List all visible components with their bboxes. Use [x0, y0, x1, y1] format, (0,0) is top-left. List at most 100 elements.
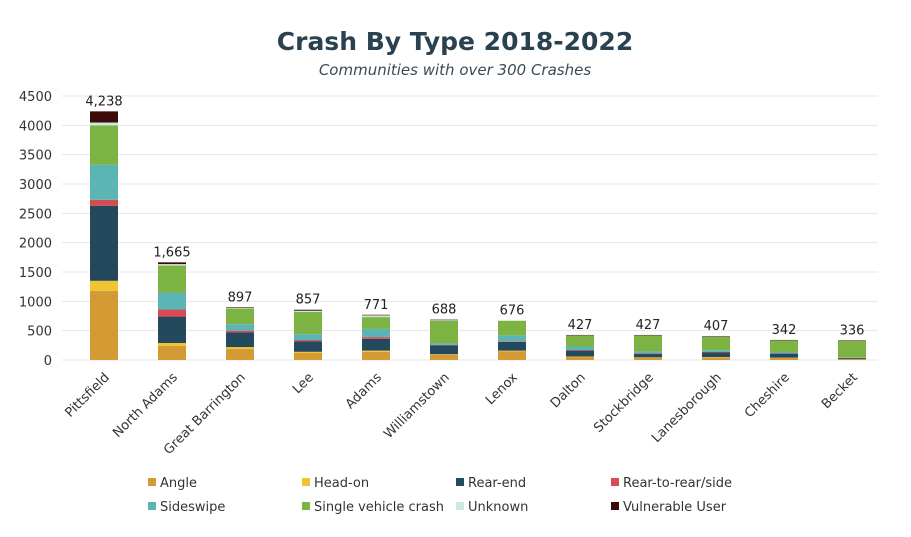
bar-segment-head-on	[158, 342, 186, 346]
bar-group-stockbridge: 427	[634, 318, 662, 360]
total-label: 676	[500, 303, 525, 318]
bar-segment-rear-to-rear-side	[158, 309, 186, 317]
total-label: 688	[432, 303, 457, 318]
bar-segment-single-vehicle-crash	[430, 320, 458, 344]
bar-segment-unknown	[838, 340, 866, 342]
bar-segment-head-on	[90, 280, 118, 291]
bar-group-lee: 857	[294, 293, 322, 360]
bar-group-pittsfield: 4,238	[85, 94, 123, 360]
x-tick-label: Lenox	[483, 370, 521, 408]
legend-label: Rear-to-rear/side	[623, 476, 732, 491]
bar-segment-rear-to-rear-side	[634, 353, 662, 355]
y-tick-label: 500	[27, 325, 52, 340]
legend-item: Unknown	[456, 500, 528, 515]
legend-item: Rear-to-rear/side	[611, 476, 732, 491]
bar-segment-unknown	[634, 335, 662, 336]
bar-segment-rear-end	[430, 345, 458, 355]
bar-segment-single-vehicle-crash	[634, 335, 662, 352]
bar-segment-unknown	[90, 122, 118, 126]
bar-segment-rear-to-rear-side	[430, 344, 458, 346]
bar-group-north-adams: 1,665	[153, 245, 191, 360]
bar-group-becket: 336	[838, 323, 866, 360]
bar-group-dalton: 427	[566, 318, 594, 360]
bar-segment-unknown	[702, 336, 730, 337]
bar-segment-unknown	[430, 320, 458, 321]
bar-segment-rear-end	[226, 332, 254, 348]
bar-segment-angle	[226, 348, 254, 360]
y-tick-label: 1000	[19, 295, 52, 310]
bar-segment-rear-to-rear-side	[566, 350, 594, 351]
x-tick-label: Williamstown	[381, 370, 453, 442]
y-tick-label: 2000	[19, 237, 52, 252]
legend-label: Angle	[160, 476, 197, 491]
bar-segment-rear-end	[90, 205, 118, 281]
total-label: 1,665	[153, 245, 190, 260]
bar-segment-single-vehicle-crash	[838, 340, 866, 358]
y-tick-label: 4000	[19, 119, 52, 134]
bar-segment-sideswipe	[90, 164, 118, 200]
chart-title: Crash By Type 2018-2022	[277, 27, 633, 56]
bar-segment-vulnerable-user	[362, 314, 390, 316]
legend-swatch	[148, 478, 156, 486]
bar-segment-unknown	[770, 340, 798, 341]
bar-segment-angle	[158, 345, 186, 360]
total-label: 407	[704, 319, 729, 334]
bar-segment-single-vehicle-crash	[158, 265, 186, 293]
bar-segment-vulnerable-user	[770, 339, 798, 341]
legend-swatch	[611, 502, 619, 510]
bar-segment-sideswipe	[838, 357, 866, 358]
bar-segment-head-on	[838, 359, 866, 360]
bar-segment-single-vehicle-crash	[566, 335, 594, 347]
bar-segment-unknown	[566, 335, 594, 336]
bar-segment-vulnerable-user	[90, 111, 118, 123]
bar-segment-rear-end	[838, 358, 866, 360]
bar-segment-unknown	[362, 315, 390, 318]
total-label: 897	[228, 290, 253, 305]
legend-item: Vulnerable User	[611, 500, 727, 515]
bar-segment-head-on	[634, 357, 662, 358]
bar-segment-unknown	[226, 307, 254, 309]
total-label: 771	[364, 298, 389, 313]
bar-segment-single-vehicle-crash	[498, 320, 526, 336]
bar-segment-angle	[294, 352, 322, 360]
bars: 4,238 1,665 897 857 771 688 676 427 427 407 342 336	[85, 94, 866, 360]
bar-segment-unknown	[158, 264, 186, 266]
bar-segment-rear-to-rear-side	[362, 337, 390, 339]
bar-segment-sideswipe	[498, 335, 526, 342]
bar-segment-angle	[566, 357, 594, 360]
bar-segment-rear-end	[294, 341, 322, 352]
y-tick-label: 0	[44, 354, 52, 369]
legend-item: Rear-end	[456, 476, 526, 491]
bar-segment-angle	[770, 357, 798, 360]
bar-segment-unknown	[498, 320, 526, 321]
bar-segment-rear-to-rear-side	[294, 340, 322, 342]
bar-segment-angle	[362, 351, 390, 360]
bar-segment-single-vehicle-crash	[294, 311, 322, 335]
x-tick-label: Pittsfield	[62, 370, 112, 420]
bar-segment-head-on	[430, 354, 458, 355]
x-tick-label: Cheshire	[742, 370, 793, 421]
bar-group-cheshire: 342	[770, 323, 798, 360]
bar-segment-vulnerable-user	[226, 307, 254, 308]
legend-swatch	[302, 502, 310, 510]
bar-segment-rear-end	[634, 353, 662, 358]
bar-segment-head-on	[294, 351, 322, 353]
bar-segment-vulnerable-user	[158, 262, 186, 265]
bar-segment-sideswipe	[770, 351, 798, 354]
bar-segment-single-vehicle-crash	[770, 340, 798, 352]
bar-segment-vulnerable-user	[566, 334, 594, 336]
total-label: 857	[296, 293, 321, 308]
bar-segment-angle	[634, 357, 662, 360]
y-tick-label: 1500	[19, 266, 52, 281]
bar-segment-single-vehicle-crash	[362, 317, 390, 329]
bar-segment-angle	[702, 357, 730, 360]
bar-group-great-barrington: 897	[226, 290, 254, 360]
legend-label: Head-on	[314, 476, 369, 491]
bar-segment-sideswipe	[158, 292, 186, 310]
legend-item: Head-on	[302, 476, 369, 491]
total-label: 336	[840, 323, 865, 338]
bar-segment-head-on	[362, 350, 390, 352]
legend-swatch	[456, 502, 464, 510]
